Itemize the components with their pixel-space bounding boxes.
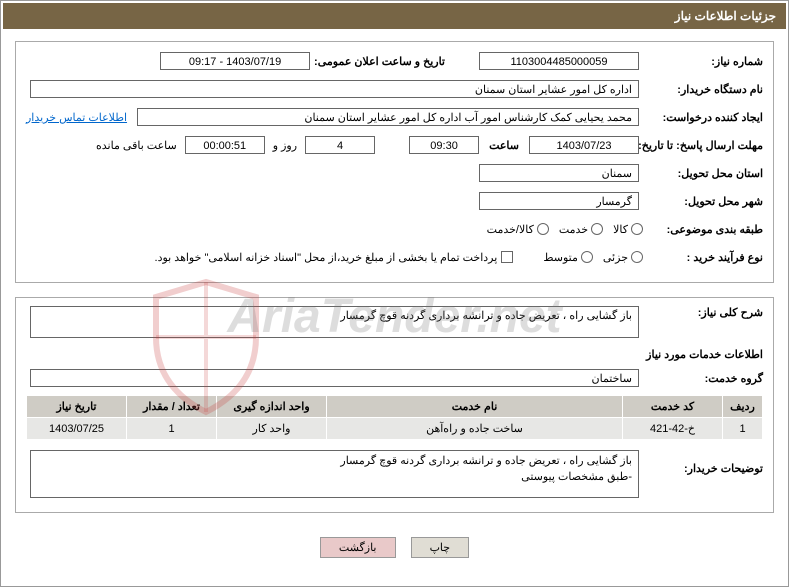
requester-value: محمد یحیایی کمک کارشناس امور آب اداره کل…	[137, 108, 639, 126]
th-qty: تعداد / مقدار	[127, 396, 217, 418]
desc-label: شرح کلی نیاز:	[643, 306, 763, 319]
radio-service-label: خدمت	[559, 223, 588, 236]
buyer-notes-box: باز گشایی راه ، تعریض جاده و ترانشه بردا…	[30, 450, 639, 498]
row-delivery-city: شهر محل تحویل: گرمسار	[26, 190, 763, 212]
row-need-number: شماره نیاز: 1103004485000059 تاریخ و ساع…	[26, 50, 763, 72]
province-label: استان محل تحویل:	[643, 167, 763, 180]
deadline-date: 1403/07/23	[529, 136, 639, 154]
radio-icon	[581, 251, 593, 263]
radio-icon	[631, 251, 643, 263]
table-header-row: ردیف کد خدمت نام خدمت واحد اندازه گیری ت…	[27, 396, 763, 418]
radio-medium-label: متوسط	[543, 251, 578, 264]
payment-note: پرداخت تمام یا بخشی از مبلغ خرید،از محل …	[155, 251, 498, 264]
group-label: گروه خدمت:	[643, 372, 763, 385]
announce-label: تاریخ و ساعت اعلان عمومی:	[314, 55, 445, 68]
th-name: نام خدمت	[327, 396, 623, 418]
radio-medium[interactable]: متوسط	[543, 251, 593, 264]
radio-icon	[631, 223, 643, 235]
services-section-title: اطلاعات خدمات مورد نیاز	[26, 348, 763, 361]
countdown-suffix: ساعت باقی مانده	[96, 139, 177, 152]
page-title-bar: جزئیات اطلاعات نیاز	[3, 3, 786, 29]
cell-qty: 1	[127, 418, 217, 440]
need-no-value: 1103004485000059	[479, 52, 639, 70]
row-process-type: نوع فرآیند خرید : جزئی متوسط پرداخت تمام…	[26, 246, 763, 268]
countdown: 00:00:51	[185, 136, 265, 154]
cell-date: 1403/07/25	[27, 418, 127, 440]
page-title: جزئیات اطلاعات نیاز	[675, 9, 776, 23]
row-classification: طبقه بندی موضوعی: کالا خدمت کالا/خدمت	[26, 218, 763, 240]
process-options: جزئی متوسط	[543, 251, 643, 264]
need-no-label: شماره نیاز:	[643, 55, 763, 68]
th-row: ردیف	[723, 396, 763, 418]
radio-partial[interactable]: جزئی	[603, 251, 643, 264]
province-value: سمنان	[479, 164, 639, 182]
deadline-time: 09:30	[409, 136, 479, 154]
description-fieldset: شرح کلی نیاز: باز گشایی راه ، تعریض جاده…	[15, 297, 774, 513]
payment-note-wrap: پرداخت تمام یا بخشی از مبلغ خرید،از محل …	[155, 251, 514, 264]
buyer-contact-link[interactable]: اطلاعات تماس خریدار	[26, 111, 127, 124]
row-delivery-province: استان محل تحویل: سمنان	[26, 162, 763, 184]
buyer-notes-line1: باز گشایی راه ، تعریض جاده و ترانشه بردا…	[37, 453, 632, 469]
row-service-group: گروه خدمت: ساختمان	[26, 367, 763, 389]
cell-unit: واحد کار	[217, 418, 327, 440]
row-description: شرح کلی نیاز: باز گشایی راه ، تعریض جاده…	[26, 306, 763, 338]
cell-code: خ-42-421	[623, 418, 723, 440]
row-buyer-org: نام دستگاه خریدار: اداره کل امور عشایر ا…	[26, 78, 763, 100]
table-row: 1 خ-42-421 ساخت جاده و راه‌آهن واحد کار …	[27, 418, 763, 440]
radio-both-label: کالا/خدمت	[487, 223, 534, 236]
row-buyer-notes: توضیحات خریدار: باز گشایی راه ، تعریض جا…	[26, 450, 763, 498]
main-area: AriaTender.net شماره نیاز: 1103004485000…	[3, 29, 786, 584]
group-value: ساختمان	[30, 369, 639, 387]
services-table: ردیف کد خدمت نام خدمت واحد اندازه گیری ت…	[26, 395, 763, 440]
buyer-notes-line2: -طبق مشخصات پیوستی	[37, 469, 632, 485]
button-bar: چاپ بازگشت	[15, 527, 774, 572]
city-value: گرمسار	[479, 192, 639, 210]
cell-row: 1	[723, 418, 763, 440]
radio-goods-label: کالا	[613, 223, 628, 236]
page-container: جزئیات اطلاعات نیاز AriaTender.net شماره…	[0, 0, 789, 587]
buyer-notes-label: توضیحات خریدار:	[643, 450, 763, 475]
days-suffix: روز و	[273, 139, 297, 152]
th-code: کد خدمت	[623, 396, 723, 418]
print-button[interactable]: چاپ	[411, 537, 470, 558]
th-unit: واحد اندازه گیری	[217, 396, 327, 418]
desc-value: باز گشایی راه ، تعریض جاده و ترانشه بردا…	[30, 306, 639, 338]
radio-icon	[537, 223, 549, 235]
classification-options: کالا خدمت کالا/خدمت	[487, 223, 643, 236]
radio-partial-label: جزئی	[603, 251, 628, 264]
radio-service[interactable]: خدمت	[559, 223, 603, 236]
radio-icon	[591, 223, 603, 235]
buyer-org-value: اداره کل امور عشایر استان سمنان	[30, 80, 639, 98]
th-date: تاریخ نیاز	[27, 396, 127, 418]
checkbox-icon[interactable]	[501, 251, 513, 263]
requester-label: ایجاد کننده درخواست:	[643, 111, 763, 124]
back-button[interactable]: بازگشت	[320, 537, 396, 558]
time-label: ساعت	[489, 139, 519, 152]
buyer-org-label: نام دستگاه خریدار:	[643, 83, 763, 96]
classification-label: طبقه بندی موضوعی:	[643, 223, 763, 236]
process-label: نوع فرآیند خرید :	[643, 251, 763, 264]
city-label: شهر محل تحویل:	[643, 195, 763, 208]
cell-name: ساخت جاده و راه‌آهن	[327, 418, 623, 440]
announce-value: 1403/07/19 - 09:17	[160, 52, 310, 70]
radio-goods[interactable]: کالا	[613, 223, 643, 236]
info-fieldset: شماره نیاز: 1103004485000059 تاریخ و ساع…	[15, 41, 774, 283]
days-remaining: 4	[305, 136, 375, 154]
row-deadline: مهلت ارسال پاسخ: تا تاریخ: 1403/07/23 سا…	[26, 134, 763, 156]
row-requester: ایجاد کننده درخواست: محمد یحیایی کمک کار…	[26, 106, 763, 128]
deadline-label: مهلت ارسال پاسخ: تا تاریخ:	[643, 139, 763, 152]
radio-both[interactable]: کالا/خدمت	[487, 223, 549, 236]
